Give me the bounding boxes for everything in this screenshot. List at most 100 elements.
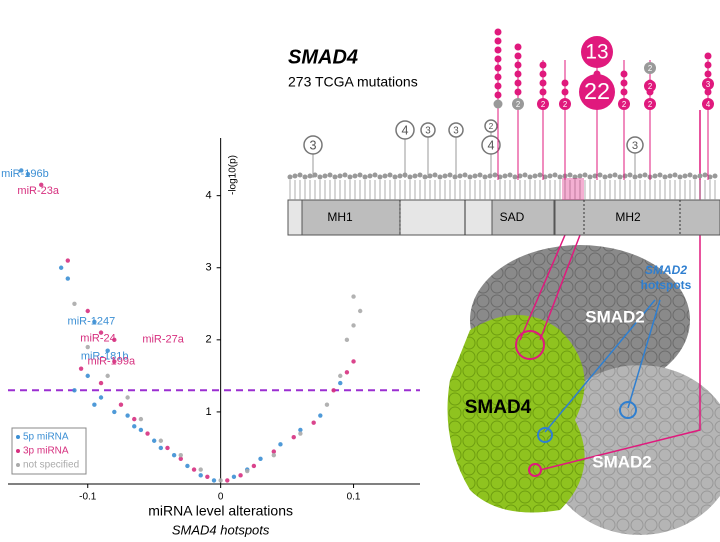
stack-dot	[704, 88, 712, 96]
mutation-dot	[332, 174, 338, 180]
mutation-dot	[292, 173, 298, 179]
stack-dot	[539, 70, 547, 78]
mutation-dot	[557, 174, 563, 180]
point	[298, 427, 303, 433]
mutation-dot	[382, 173, 388, 179]
count-bubble	[579, 74, 615, 110]
point	[225, 478, 230, 483]
mutation-dot	[307, 173, 313, 179]
x-tick-label: 0.1	[347, 492, 361, 503]
point	[65, 276, 71, 281]
point	[271, 449, 277, 454]
point	[178, 452, 183, 458]
mutation-dot	[347, 174, 353, 180]
count-label: 3	[453, 126, 459, 137]
point	[85, 373, 90, 379]
mutation-dot	[537, 172, 543, 178]
point	[65, 258, 71, 263]
legend-label: not specified	[23, 460, 79, 471]
point	[85, 344, 90, 350]
count-bubble	[395, 120, 415, 140]
point	[178, 456, 183, 461]
mutation-dot	[417, 172, 423, 178]
count-bubble	[581, 36, 613, 68]
point	[205, 474, 210, 479]
mutation-dot	[337, 173, 343, 179]
stack-dot	[539, 88, 547, 96]
mutation-dot	[412, 173, 418, 179]
structure-label: SMAD2	[585, 307, 645, 326]
point	[271, 452, 277, 458]
mutation-dot	[612, 172, 618, 178]
mutation-dot	[387, 172, 393, 178]
mutation-dot	[327, 172, 333, 178]
y-tick-label: 2	[206, 334, 212, 346]
point	[291, 434, 296, 440]
point	[198, 467, 203, 472]
point	[258, 456, 263, 461]
mutation-dot	[707, 174, 713, 180]
mutation-dot	[587, 174, 593, 180]
mutation-dot	[477, 172, 483, 178]
annotation: miR-1247	[68, 316, 116, 328]
mutation-dot	[377, 174, 383, 180]
point	[311, 420, 316, 425]
count-label: 2	[489, 121, 494, 131]
mutation-dot	[657, 172, 663, 178]
point	[344, 370, 350, 375]
point	[118, 402, 124, 407]
y-tick-label: 3	[206, 262, 212, 274]
point	[251, 463, 257, 469]
point	[58, 265, 64, 270]
mutation-dot	[677, 174, 683, 180]
point	[331, 388, 336, 393]
point	[39, 182, 44, 188]
count-label: 22	[584, 78, 610, 104]
mutation-dot	[302, 174, 308, 180]
point	[112, 337, 117, 343]
mutation-dot	[482, 174, 488, 180]
count-label: 4	[487, 138, 494, 152]
legend-label: 3p miRNA	[23, 446, 69, 457]
count-bubble	[537, 98, 549, 110]
count-bubble	[484, 119, 498, 133]
legend-label: 5p miRNA	[23, 432, 69, 443]
count-bubble	[644, 80, 656, 92]
mutation-dot	[572, 174, 578, 180]
stack-dot	[539, 61, 547, 69]
mutation-dot	[622, 173, 628, 179]
mutation-dot	[532, 173, 538, 179]
mutation-dot	[362, 174, 368, 180]
domain-label: MH1	[327, 210, 353, 224]
point	[218, 478, 223, 483]
x-axis-label: SMAD4 hotspots	[172, 522, 270, 537]
mutation-dot	[452, 174, 458, 180]
mutation-dot	[392, 174, 398, 180]
mutation-dot	[437, 174, 443, 180]
stack-dot	[514, 52, 522, 60]
annotation: miR-24	[80, 333, 115, 345]
point	[211, 478, 217, 483]
x-tick-label: 0	[218, 492, 224, 503]
stack-dot	[514, 79, 522, 87]
hotspot-band	[562, 178, 584, 200]
stack-dot	[704, 61, 712, 69]
count-bubble	[420, 122, 436, 138]
mutation-dot	[357, 172, 363, 178]
mutation-dot	[517, 173, 523, 179]
count-bubble	[618, 98, 630, 110]
point	[132, 424, 137, 429]
mutation-dot	[697, 173, 703, 179]
domain	[491, 199, 555, 236]
stack-dot	[514, 43, 522, 51]
point	[125, 413, 130, 418]
mutation-dot	[637, 173, 643, 179]
point	[138, 427, 144, 433]
point	[245, 468, 250, 474]
mutation-dot	[592, 173, 598, 179]
point	[357, 308, 363, 314]
stack-dot	[494, 82, 502, 90]
mutation-dot	[672, 172, 678, 178]
mutation-dot	[317, 174, 323, 180]
point	[238, 473, 243, 478]
